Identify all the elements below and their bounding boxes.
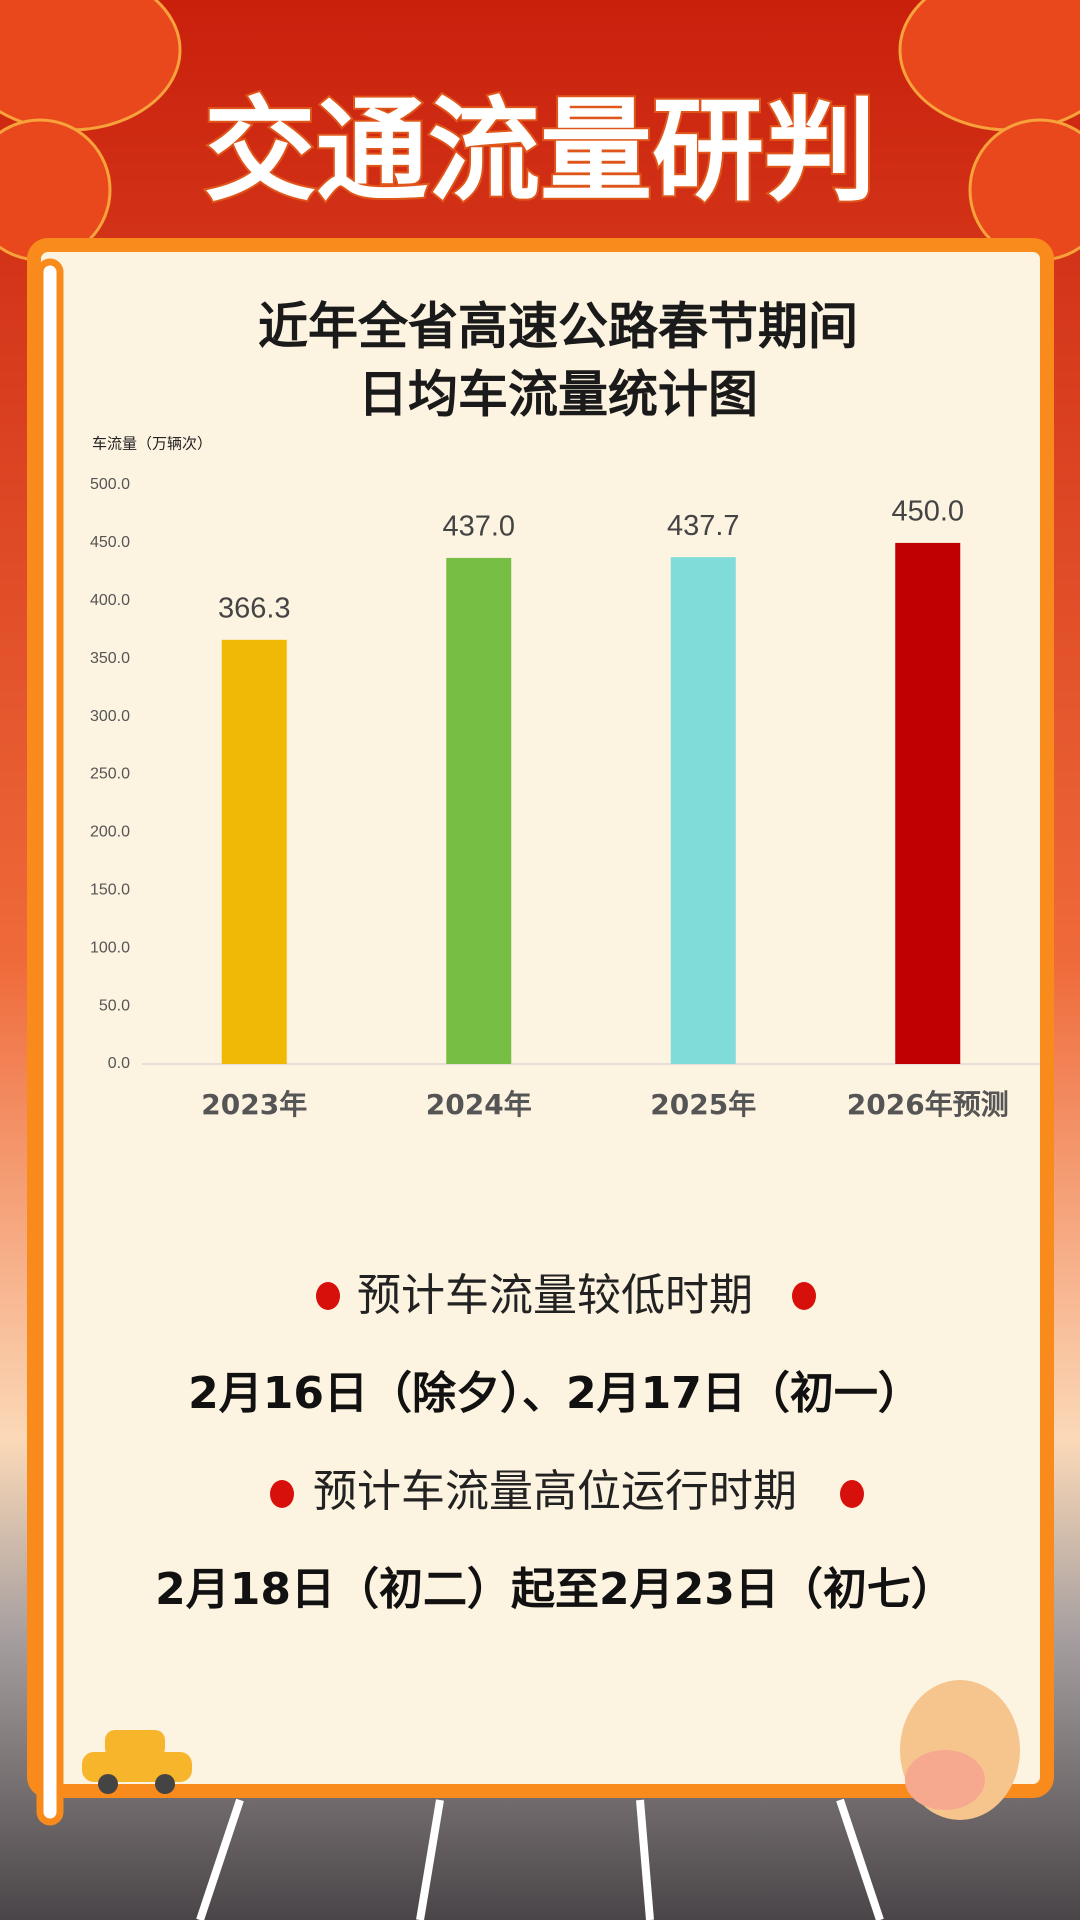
- bar: [221, 639, 287, 1064]
- header-title: 交通流量研判: [204, 85, 876, 216]
- note-heading: 预计车流量较低时期: [357, 1270, 753, 1321]
- x-tick-label: 2024年: [426, 1088, 532, 1121]
- y-tick-label: 0.0: [108, 1055, 130, 1072]
- y-tick-label: 500.0: [90, 476, 130, 493]
- chart-title: 近年全省高速公路春节期间: [258, 298, 858, 356]
- value-label: 366.3: [218, 592, 291, 624]
- x-tick-label: 2025年: [650, 1088, 756, 1121]
- y-tick-label: 300.0: [90, 708, 130, 725]
- bar: [670, 557, 736, 1064]
- bar: [895, 542, 961, 1064]
- panel: [27, 238, 1054, 1798]
- taxi: [82, 1730, 192, 1794]
- lanterns: [0, 0, 1080, 262]
- bar: [446, 557, 512, 1064]
- x-tick-label: 2026年预测: [847, 1088, 1009, 1121]
- note-heading: 预计车流量高位运行时期: [313, 1466, 797, 1517]
- y-tick-label: 400.0: [90, 592, 130, 609]
- chart-title: 日均车流量统计图: [358, 366, 758, 424]
- value-label: 450.0: [891, 496, 964, 528]
- value-label: 437.7: [667, 510, 740, 542]
- scroll-rod: [36, 258, 64, 1826]
- lantern-icons: [270, 1282, 864, 1508]
- road: [196, 1798, 884, 1922]
- value-label: 437.0: [442, 511, 515, 543]
- notes: 预计车流量较低时期 2月16日（除夕）、2月17日（初一） 预计车流量高位运行时…: [155, 1270, 955, 1615]
- y-axis-label: 车流量（万辆次）: [92, 435, 212, 453]
- note-dates: 2月16日（除夕）、2月17日（初一）: [188, 1368, 922, 1419]
- x-tick-label: 2023年: [201, 1088, 307, 1121]
- horse: [900, 1680, 1020, 1820]
- y-tick-label: 50.0: [99, 997, 130, 1014]
- y-tick-label: 150.0: [90, 882, 130, 899]
- y-tick-label: 200.0: [90, 824, 130, 841]
- y-tick-label: 350.0: [90, 650, 130, 667]
- y-tick-label: 100.0: [90, 939, 130, 956]
- y-tick-label: 450.0: [90, 534, 130, 551]
- y-tick-label: 250.0: [90, 766, 130, 783]
- note-dates: 2月18日（初二）起至2月23日（初七）: [155, 1564, 955, 1615]
